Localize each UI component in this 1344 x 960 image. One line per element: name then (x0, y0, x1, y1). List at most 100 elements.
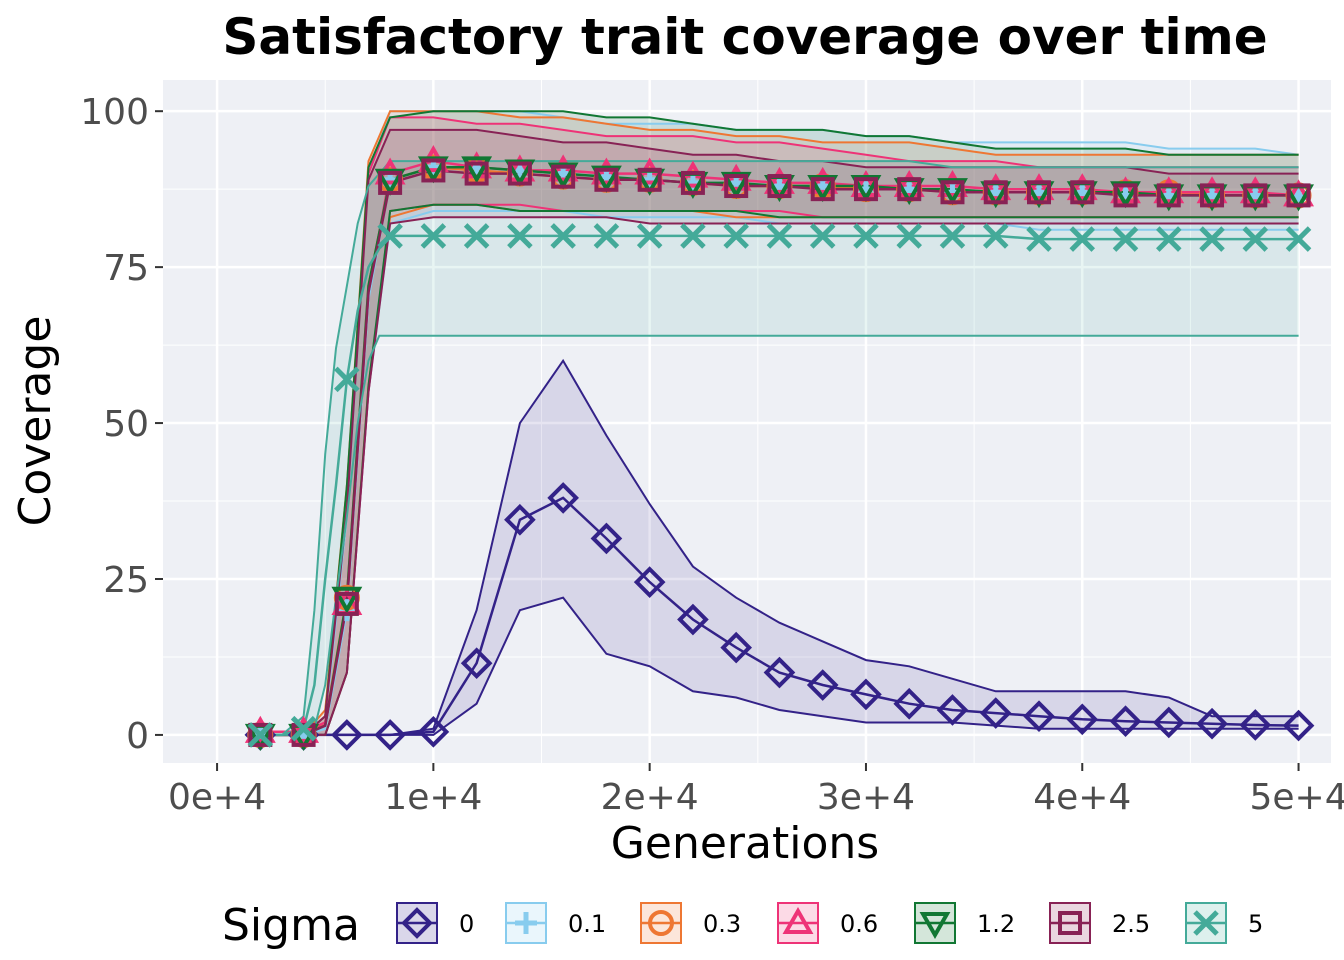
point-series-5 (593, 223, 620, 249)
point-series-2.5 (810, 177, 835, 202)
point-series-0.6 (1023, 173, 1055, 201)
y-tick-label: 50 (103, 404, 149, 445)
y-tick-label: 100 (80, 92, 149, 133)
point-series-5 (1285, 226, 1312, 252)
point-series-0 (1109, 705, 1142, 738)
y-tick-label: 25 (103, 560, 149, 601)
point-series-0.6 (1196, 176, 1228, 204)
point-series-0 (979, 697, 1012, 729)
point-series-2.5 (248, 722, 273, 747)
point-series-5 (680, 223, 706, 249)
x-tick-label: 4e+4 (1033, 777, 1131, 818)
point-series-0 (677, 603, 709, 636)
point-series-2.5 (378, 170, 403, 195)
point-series-5 (1069, 226, 1096, 252)
point-series-1.2 (850, 175, 882, 203)
lower-line-series-5 (260, 334, 1299, 736)
point-series-0.6 (547, 154, 579, 182)
band-series-0 (260, 360, 1299, 735)
point-series-5 (853, 223, 879, 249)
point-series-2.5 (507, 161, 532, 186)
point-series-2.5 (1156, 183, 1181, 208)
y-tick-label: 0 (126, 716, 149, 757)
point-series-1.2 (374, 168, 406, 196)
legend-key-marker-0.3 (648, 910, 674, 936)
point-series-5 (766, 223, 793, 249)
point-series-0.6 (763, 166, 795, 194)
x-tick-label: 3e+4 (817, 777, 915, 818)
point-series-2.5 (334, 591, 359, 616)
point-series-2.5 (680, 170, 705, 195)
band-series-2.5 (260, 129, 1299, 735)
point-series-0 (547, 482, 579, 514)
lower-line-series-0 (260, 596, 1299, 736)
point-series-1.2 (807, 175, 839, 203)
point-series-5 (1026, 226, 1052, 252)
lower-line-series-1.2 (260, 203, 1299, 736)
point-series-2.5 (551, 164, 576, 189)
point-series-0 (936, 694, 969, 726)
point-series-0 (633, 566, 666, 598)
point-series-1.2 (937, 178, 968, 206)
point-series-0 (331, 719, 363, 751)
x-tick-label: 1e+4 (384, 777, 482, 818)
point-series-0.6 (807, 166, 839, 194)
x-tick-label: 2e+4 (601, 777, 699, 818)
point-series-0 (374, 719, 406, 751)
point-series-0.6 (1066, 173, 1098, 201)
point-series-5 (550, 223, 576, 249)
x-tick-label: 0e+4 (168, 777, 266, 818)
series-lines (260, 110, 1299, 737)
point-series-2.5 (1070, 180, 1095, 205)
point-series-0.6 (893, 170, 925, 198)
point-series-5 (334, 366, 360, 393)
point-series-1.2 (331, 586, 363, 614)
median-line-series-5 (260, 234, 1299, 737)
point-series-2.5 (464, 161, 489, 186)
x-tick-label: 5e+4 (1249, 777, 1344, 818)
point-series-2.5 (1243, 183, 1268, 208)
point-series-0.6 (1153, 176, 1185, 204)
upper-line-series-0.3 (260, 110, 1299, 736)
point-series-5 (377, 223, 403, 249)
legend-label-0.3: 0.3 (703, 910, 741, 938)
point-series-2.5 (421, 158, 446, 183)
point-series-0.6 (1239, 176, 1271, 204)
lower-line-series-2.5 (260, 216, 1299, 736)
point-series-5 (290, 715, 317, 742)
legend-label-0: 0 (459, 910, 474, 938)
upper-line-series-1.2 (260, 110, 1299, 736)
legend-label-5: 5 (1248, 910, 1263, 938)
point-series-5 (896, 223, 922, 249)
legend-label-0.1: 0.1 (568, 910, 606, 938)
point-series-0 (1152, 706, 1185, 739)
point-series-5 (507, 223, 533, 249)
legend-key-marker-0.6 (782, 906, 814, 934)
point-series-5 (723, 223, 749, 249)
y-axis-title: Coverage (10, 316, 61, 527)
point-series-0.6 (980, 173, 1012, 201)
legend-label-1.2: 1.2 (977, 910, 1015, 938)
point-series-2.5 (291, 722, 316, 747)
point-series-5 (939, 223, 966, 249)
point-series-5 (1242, 226, 1269, 252)
band-series-0.6 (260, 117, 1299, 735)
point-series-5 (809, 223, 836, 249)
point-series-5 (1199, 226, 1225, 252)
point-series-0 (1239, 709, 1272, 741)
legend-label-2.5: 2.5 (1112, 910, 1150, 938)
legend: Sigma 0 0.1 0.3 0.6 1.2 2.5 5 (222, 900, 1263, 951)
point-series-1.2 (504, 159, 536, 187)
point-series-2.5 (940, 180, 965, 205)
point-series-0 (1282, 709, 1315, 742)
upper-line-series-5 (260, 160, 1299, 736)
point-series-1.2 (547, 162, 579, 190)
point-series-1.2 (720, 171, 752, 199)
chart-title: Satisfactory trait coverage over time (222, 8, 1267, 66)
point-series-2.5 (637, 167, 662, 192)
legend-key-marker-2.5 (1058, 911, 1082, 935)
legend-title: Sigma (222, 900, 360, 951)
point-series-0 (806, 669, 839, 701)
point-series-5 (463, 223, 490, 249)
y-tick-label: 75 (103, 248, 149, 289)
